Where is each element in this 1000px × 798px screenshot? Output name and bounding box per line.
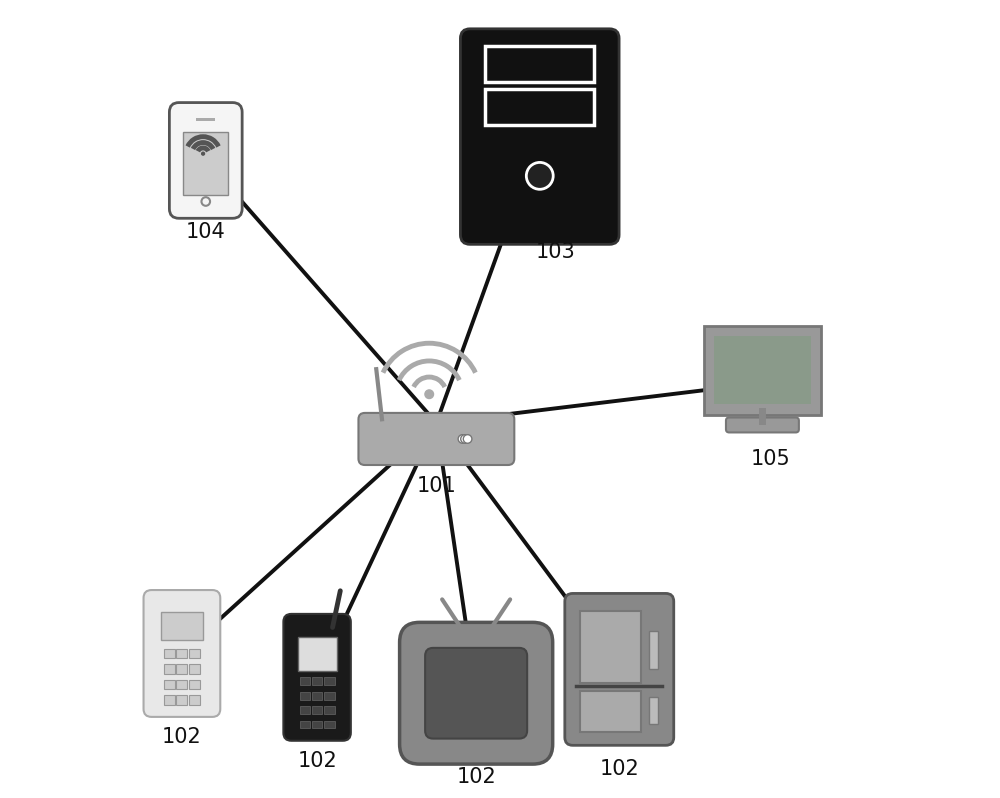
- Bar: [312, 692, 322, 700]
- Bar: [176, 649, 187, 658]
- Bar: [164, 649, 175, 658]
- Bar: [714, 336, 811, 405]
- Bar: [300, 706, 310, 714]
- Bar: [189, 680, 200, 689]
- Bar: [324, 721, 335, 729]
- Text: 102: 102: [297, 751, 337, 771]
- Bar: [580, 691, 641, 732]
- Circle shape: [461, 435, 469, 443]
- Bar: [312, 721, 322, 729]
- Text: 104: 104: [186, 222, 226, 242]
- Bar: [324, 678, 335, 685]
- Bar: [164, 680, 175, 689]
- Bar: [196, 118, 215, 120]
- Bar: [300, 692, 310, 700]
- Bar: [183, 132, 228, 196]
- Bar: [164, 695, 175, 705]
- Text: 102: 102: [162, 727, 202, 747]
- Bar: [176, 695, 187, 705]
- FancyBboxPatch shape: [425, 648, 527, 739]
- Bar: [298, 638, 337, 670]
- Circle shape: [458, 435, 467, 443]
- Bar: [189, 665, 200, 674]
- FancyBboxPatch shape: [565, 594, 674, 745]
- Bar: [324, 692, 335, 700]
- Bar: [161, 612, 203, 640]
- Text: 102: 102: [599, 759, 639, 779]
- FancyBboxPatch shape: [726, 417, 799, 433]
- Bar: [176, 680, 187, 689]
- FancyBboxPatch shape: [400, 622, 553, 764]
- FancyBboxPatch shape: [144, 590, 220, 717]
- Bar: [580, 611, 641, 683]
- Text: 103: 103: [536, 242, 576, 262]
- Bar: [649, 697, 658, 724]
- FancyBboxPatch shape: [704, 326, 821, 414]
- Bar: [189, 649, 200, 658]
- Bar: [312, 678, 322, 685]
- FancyBboxPatch shape: [283, 614, 351, 741]
- Circle shape: [463, 435, 472, 443]
- Bar: [312, 706, 322, 714]
- FancyBboxPatch shape: [169, 103, 242, 219]
- Circle shape: [202, 152, 205, 155]
- Text: 105: 105: [751, 448, 790, 468]
- Bar: [189, 695, 200, 705]
- Bar: [485, 46, 594, 81]
- Circle shape: [526, 163, 553, 189]
- Bar: [164, 665, 175, 674]
- Circle shape: [425, 390, 434, 398]
- Bar: [176, 665, 187, 674]
- Bar: [300, 721, 310, 729]
- FancyBboxPatch shape: [358, 413, 514, 465]
- FancyBboxPatch shape: [460, 29, 619, 244]
- Bar: [300, 678, 310, 685]
- Bar: [485, 89, 594, 124]
- Bar: [649, 631, 658, 670]
- Text: 102: 102: [456, 767, 496, 787]
- Text: 101: 101: [417, 476, 456, 496]
- Bar: [324, 706, 335, 714]
